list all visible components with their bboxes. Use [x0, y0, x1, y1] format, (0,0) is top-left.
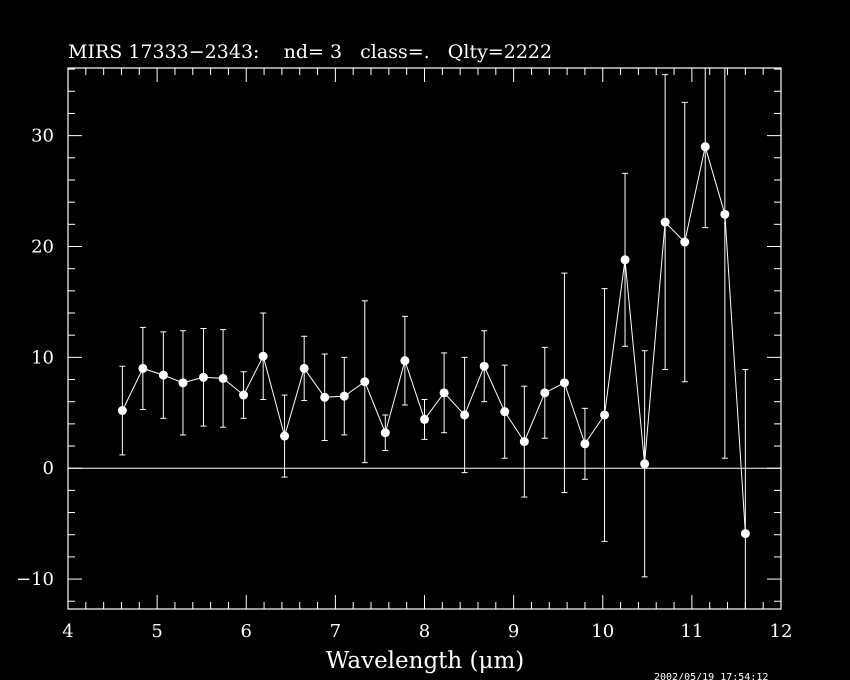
data-point [380, 428, 390, 438]
y-tick-label: 10 [31, 347, 54, 368]
data-point [400, 356, 410, 366]
x-tick-label: 4 [62, 621, 73, 642]
data-point [600, 410, 610, 420]
data-point [620, 255, 630, 265]
x-axis-label: Wavelength (μm) [326, 648, 525, 674]
data-point [117, 406, 127, 416]
data-point [680, 237, 690, 247]
x-tick-label: 7 [330, 621, 341, 642]
x-tick-label: 8 [419, 621, 430, 642]
x-tick-label: 9 [508, 621, 519, 642]
x-tick-label: 12 [770, 621, 793, 642]
data-series [117, 68, 750, 609]
data-point [339, 391, 349, 401]
x-tick-label: 6 [241, 621, 252, 642]
data-point [580, 439, 590, 449]
data-point [500, 407, 510, 417]
timestamp-stamp: 2002/05/19 17:54:12 [654, 672, 768, 680]
data-point [700, 142, 710, 152]
data-point [660, 217, 670, 227]
y-tick-label: 30 [31, 126, 54, 147]
x-tick-label: 11 [680, 621, 703, 642]
data-point [239, 390, 249, 400]
axis-tick-labels: 4 5 6 7 8 9 10 11 12 −10 0 10 20 30 [16, 126, 792, 642]
x-tick-label: 5 [151, 621, 162, 642]
data-point [519, 437, 529, 447]
data-point [158, 370, 168, 380]
data-point [280, 431, 290, 441]
data-point [439, 388, 449, 398]
y-tick-label: −10 [16, 569, 54, 590]
data-point [299, 363, 309, 373]
data-point [198, 372, 208, 382]
x-tick-label: 10 [591, 621, 614, 642]
data-point [258, 351, 268, 361]
data-point [479, 361, 489, 371]
y-tick-label: 20 [31, 236, 54, 257]
y-tick-label: 0 [43, 458, 54, 479]
data-point [138, 363, 148, 373]
data-point [320, 392, 330, 402]
chart-title: MIRS 17333−2343: nd= 3 class=. Qlty=2222 [68, 41, 552, 63]
data-point [178, 378, 188, 388]
data-point [218, 373, 228, 383]
plot-frame [67, 67, 782, 610]
data-point [720, 209, 730, 219]
plot-border [67, 67, 782, 610]
data-point [540, 388, 550, 398]
data-point [460, 410, 470, 420]
axis-ticks [67, 68, 782, 609]
series-line [121, 146, 746, 534]
data-point [360, 377, 370, 387]
data-point [420, 414, 429, 424]
data-point [640, 459, 650, 469]
data-point [559, 378, 569, 388]
data-point [740, 529, 750, 539]
